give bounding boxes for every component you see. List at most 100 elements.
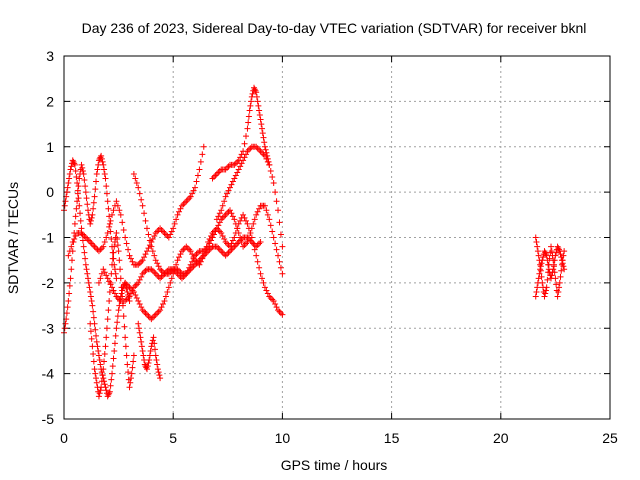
- data-point: [111, 347, 118, 354]
- data-point: [559, 260, 566, 267]
- data-point: [215, 245, 222, 252]
- data-point: [208, 232, 215, 239]
- data-point: [248, 239, 255, 246]
- data-point: [269, 174, 276, 180]
- data-point: [537, 263, 544, 270]
- data-point: [231, 175, 238, 182]
- data-point: [219, 214, 226, 221]
- data-point: [74, 198, 81, 205]
- data-point: [544, 257, 551, 264]
- data-point: [256, 111, 263, 118]
- data-point: [82, 234, 89, 241]
- data-point: [231, 216, 238, 223]
- data-point: [115, 307, 122, 314]
- data-point: [145, 360, 152, 367]
- data-point: [168, 228, 175, 235]
- data-point: [247, 229, 254, 236]
- data-point: [127, 285, 134, 292]
- data-point: [263, 207, 270, 214]
- data-point: [69, 239, 76, 246]
- data-point: [75, 183, 82, 190]
- data-point: [167, 269, 174, 276]
- data-point: [270, 298, 277, 305]
- data-point: [99, 372, 106, 379]
- data-point: [247, 145, 254, 152]
- data-point: [196, 166, 203, 173]
- data-point: [193, 260, 200, 267]
- data-point: [212, 172, 219, 179]
- data-point: [255, 102, 262, 109]
- data-point: [160, 228, 167, 235]
- data-point: [256, 146, 263, 153]
- series-trace-9: [209, 84, 273, 182]
- data-point: [135, 261, 142, 268]
- data-point: [116, 296, 123, 303]
- data-point: [106, 288, 113, 295]
- data-point: [177, 205, 184, 212]
- data-point: [66, 282, 73, 289]
- data-point: [269, 228, 276, 235]
- data-point: [125, 295, 132, 301]
- data-point: [71, 236, 78, 243]
- data-point: [225, 249, 232, 256]
- data-point: [176, 267, 183, 274]
- data-point: [190, 187, 197, 194]
- data-point: [174, 257, 181, 264]
- data-point: [267, 167, 274, 174]
- data-point: [89, 343, 96, 350]
- data-point: [552, 252, 559, 259]
- data-point: [162, 293, 169, 300]
- data-point: [105, 307, 112, 314]
- data-point: [126, 384, 133, 391]
- data-point: [218, 229, 225, 236]
- data-point: [133, 180, 140, 187]
- data-point: [253, 143, 260, 150]
- data-point: [205, 248, 212, 255]
- series-trace-10: [213, 143, 286, 250]
- data-point: [276, 258, 283, 265]
- data-point: [142, 217, 149, 224]
- data-point: [176, 254, 183, 261]
- data-point: [138, 258, 145, 265]
- data-point: [67, 275, 74, 282]
- data-point: [109, 255, 116, 262]
- data-point: [189, 251, 196, 258]
- data-point: [554, 293, 561, 300]
- data-point: [157, 275, 164, 282]
- data-point: [275, 307, 282, 314]
- data-point: [178, 248, 185, 255]
- data-point: [158, 226, 165, 233]
- data-point: [91, 243, 98, 250]
- data-point: [103, 334, 110, 341]
- data-point: [93, 338, 100, 345]
- data-point: [109, 363, 116, 370]
- data-point: [187, 266, 194, 273]
- data-point: [270, 234, 277, 241]
- data-point: [126, 293, 133, 300]
- data-point: [533, 239, 540, 246]
- data-point: [258, 121, 265, 128]
- data-point: [89, 302, 96, 309]
- data-point: [152, 229, 159, 236]
- data-point: [150, 334, 157, 341]
- data-point: [104, 198, 111, 205]
- data-point: [259, 130, 266, 137]
- data-point: [186, 267, 193, 274]
- data-point: [79, 231, 86, 238]
- data-point: [110, 249, 117, 256]
- data-point: [539, 257, 546, 264]
- data-point: [98, 270, 105, 277]
- data-point: [88, 240, 95, 247]
- data-point: [79, 164, 86, 171]
- data-point: [174, 266, 181, 273]
- data-point: [154, 361, 161, 368]
- data-point: [88, 335, 95, 342]
- data-point: [139, 270, 146, 277]
- data-point: [117, 266, 124, 273]
- data-point: [556, 284, 563, 291]
- data-point: [213, 225, 220, 232]
- data-point: [257, 116, 264, 123]
- data-point: [63, 310, 70, 317]
- data-point: [109, 284, 116, 291]
- data-point: [123, 352, 130, 359]
